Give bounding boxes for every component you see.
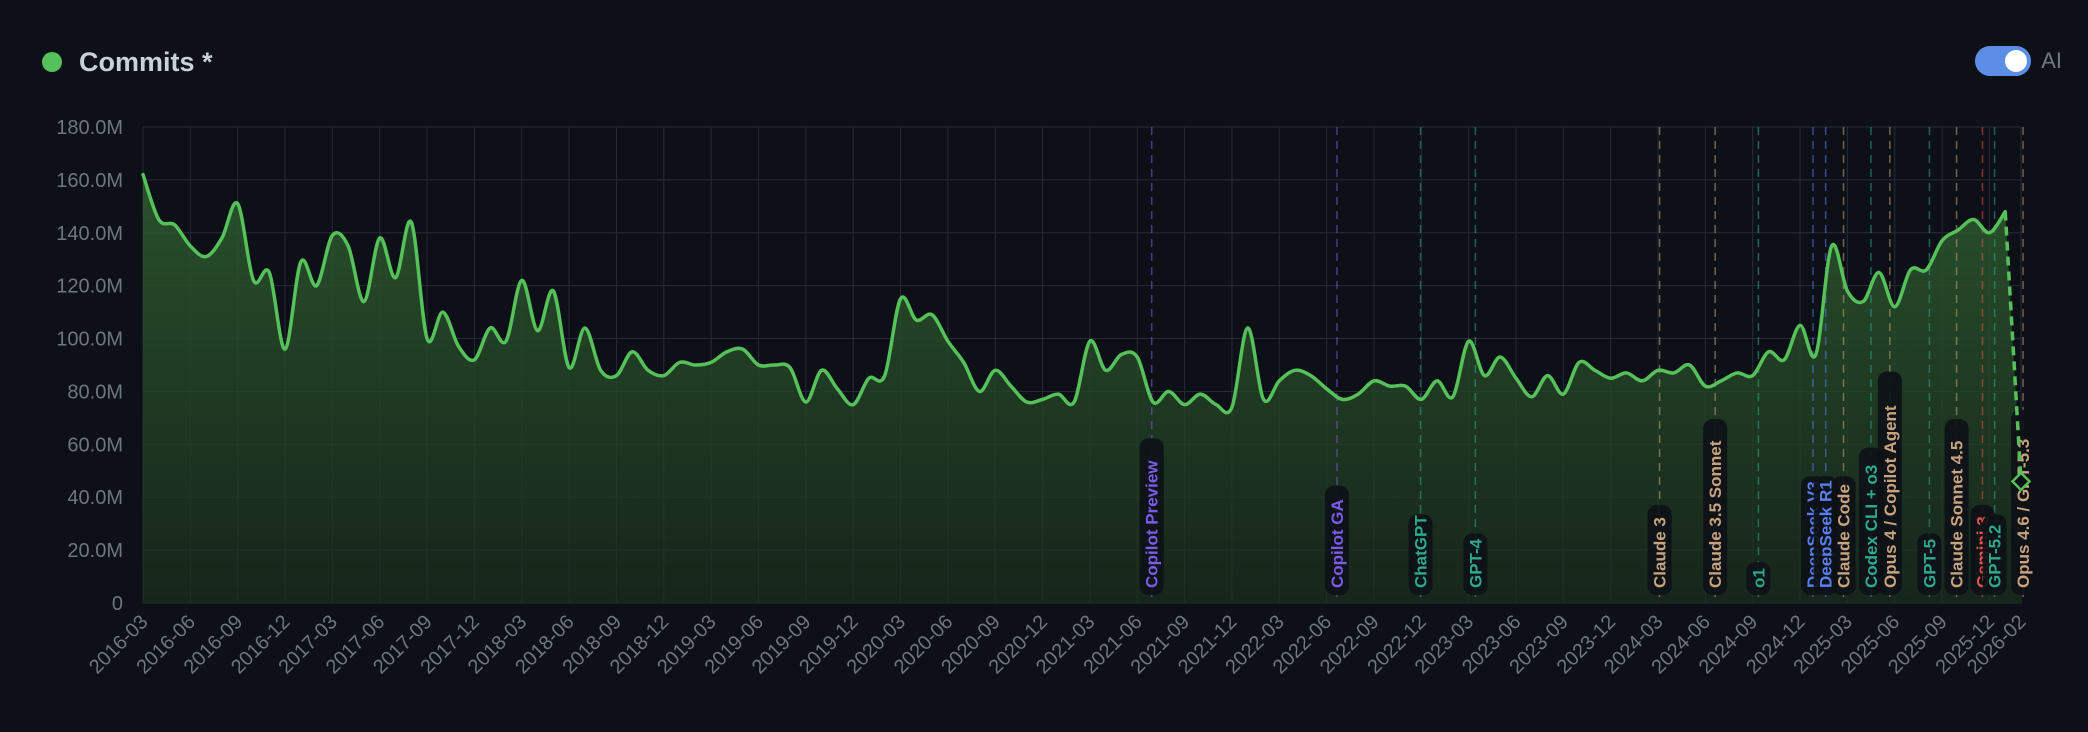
y-tick-label: 100.0M [56,329,123,351]
y-tick-label: 40.0M [67,487,123,509]
annotation-label: Claude 3 [1651,517,1670,588]
annotation-label: GPT-5.2 [1986,525,2005,588]
annotation-label: o1 [1749,568,1768,588]
annotation-label: Claude Code [1835,484,1854,588]
annotation-badge [1858,447,1883,595]
y-tick-label: 80.0M [67,381,123,403]
projection-marker [2010,471,2032,492]
annotation-badge [1647,504,1672,595]
annotation-badge [1463,533,1488,595]
annotation-badge [1917,533,1942,595]
toggle-switch-icon[interactable] [1975,46,2032,76]
toggle-knob [2005,50,2028,72]
annotation-badge [1324,485,1349,595]
annotation-label: Copilot GA [1328,499,1347,588]
y-tick-label: 120.0M [56,276,123,298]
legend-label[interactable]: Commits * [79,46,213,77]
y-tick-label: 140.0M [56,223,123,245]
y-tick-label: 20.0M [67,540,123,562]
y-tick-label: 0 [112,593,123,615]
annotation-label: Codex CLI + o3 [1862,465,1881,588]
annotation-label: Copilot Preview [1143,460,1162,588]
annotation-label: Claude Sonnet 4.5 [1948,441,1967,588]
annotation-badge [1408,514,1433,595]
annotation-label: Claude 3.5 Sonnet [1706,440,1725,588]
annotation-badge [1982,514,2007,595]
annotation-label: GPT-5 [1920,539,1939,588]
projection-line [2003,211,2023,482]
legend-dot-icon [42,52,62,72]
chart-header: Commits * [42,44,213,80]
annotation-badge [1746,561,1771,595]
annotation-label: GPT-4 [1466,538,1485,588]
series-line [141,172,2007,415]
ai-toggle-label: AI [2041,48,2062,73]
annotation-label: Opus 4 / Copilot Agent [1881,405,1900,588]
y-tick-label: 60.0M [67,434,123,456]
annotation-badge [1703,419,1728,595]
annotation-badge [1877,371,1902,595]
ai-toggle[interactable]: AI [1975,46,2062,76]
annotation-label: DeepSeek R1 [1817,480,1836,588]
annotation-label: Opus 4.6 / GPT-5.3 [2014,439,2033,588]
annotation-badge [2011,409,2036,595]
annotation-label: ChatGPT [1412,515,1431,588]
annotation-badge [1944,419,1969,595]
annotation-badge [1139,438,1164,595]
annotation-badge [1831,476,1856,595]
y-tick-label: 180.0M [56,117,123,139]
y-tick-label: 160.0M [56,170,123,192]
area-fill [143,174,2021,603]
